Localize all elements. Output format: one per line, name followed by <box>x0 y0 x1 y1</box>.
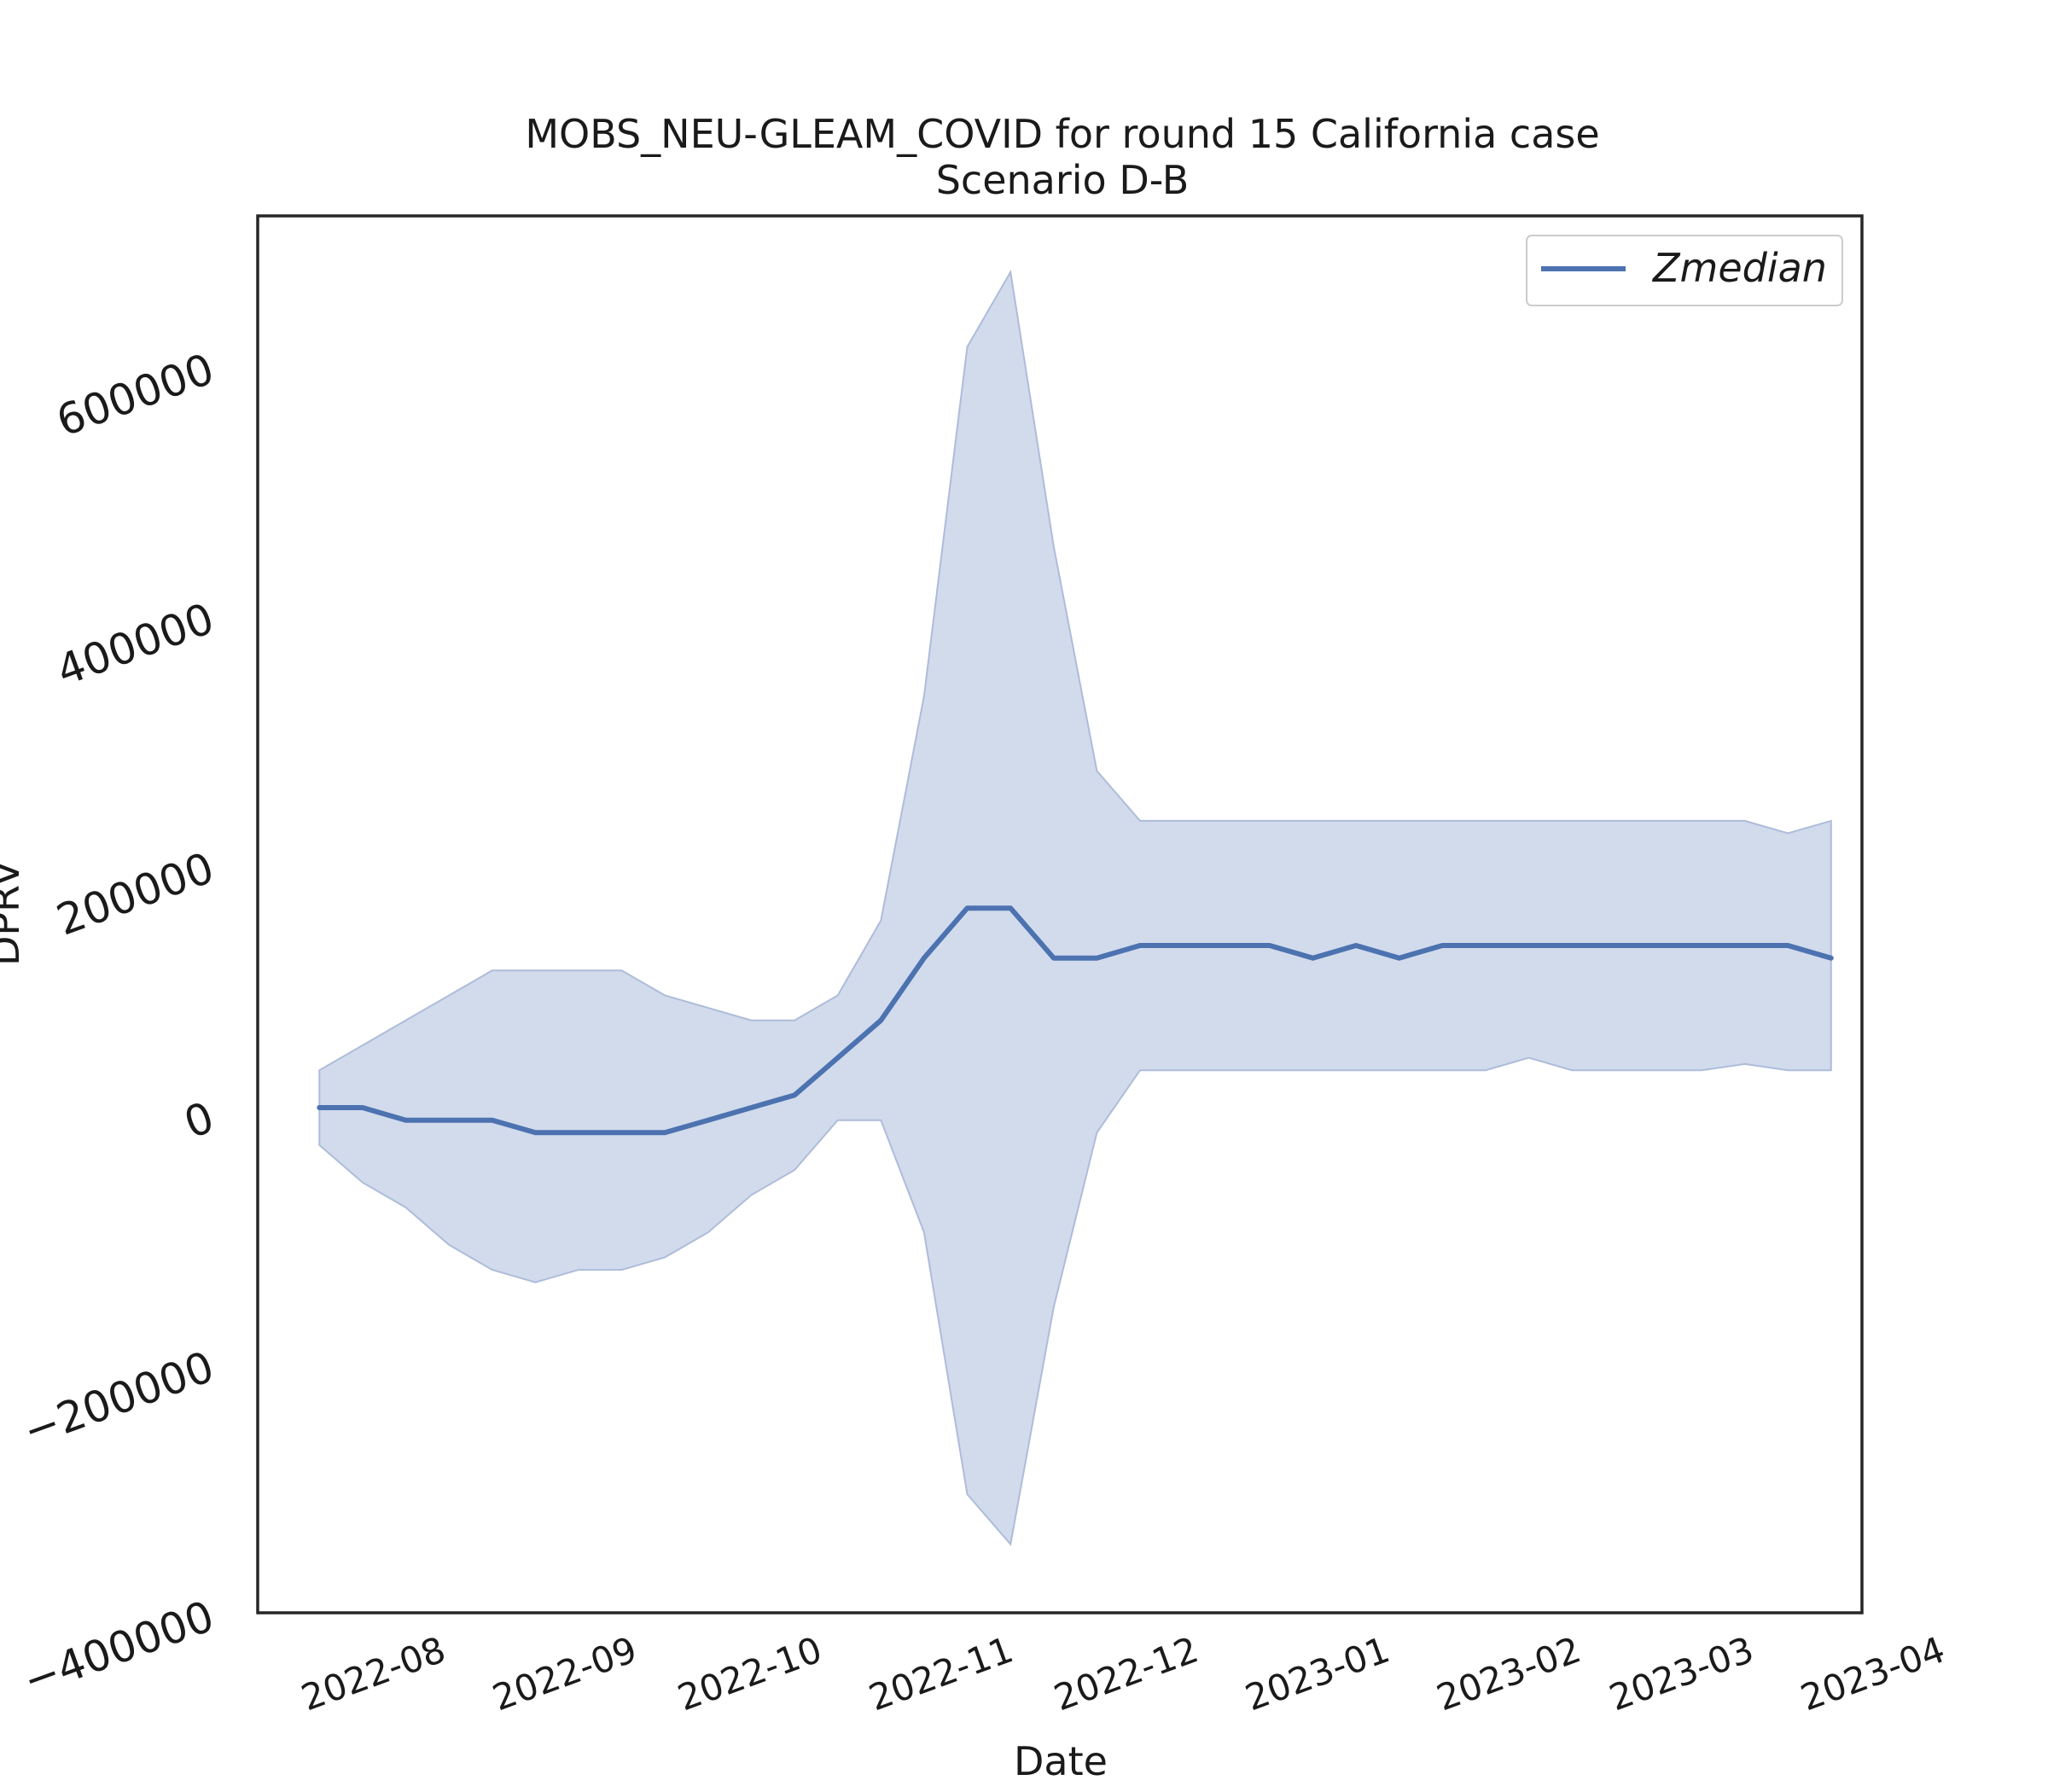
data-point-zmedian <box>1397 956 1402 961</box>
y-tick-label: 200000 <box>50 843 220 945</box>
data-point-zmedian <box>490 1118 495 1123</box>
legend: Zmedian <box>1526 235 1843 306</box>
data-point-zmedian <box>532 1130 538 1135</box>
y-tick-label: −200000 <box>17 1341 221 1456</box>
data-point-zmedian <box>1829 956 1834 961</box>
data-point-zmedian <box>1743 943 1748 948</box>
plot-area <box>317 269 1834 1546</box>
data-point-zmedian <box>1527 943 1532 948</box>
plot-frame <box>256 214 1864 1615</box>
data-point-zmedian <box>1699 943 1704 948</box>
y-tick-label: 0 <box>177 1092 220 1148</box>
data-point-zmedian <box>922 956 927 961</box>
uncertainty-band <box>318 269 1832 1546</box>
data-point-zmedian <box>1785 943 1790 948</box>
data-point-zmedian <box>662 1130 667 1135</box>
data-point-zmedian <box>1655 943 1661 948</box>
x-tick-label: 2023-03 <box>1604 1628 1760 1719</box>
y-ticks: −400000 −200000 0 200000 400000 600000 <box>17 344 221 1706</box>
data-point-zmedian <box>706 1118 711 1123</box>
x-tick-label: 2023-04 <box>1795 1628 1951 1719</box>
data-point-zmedian <box>1224 943 1229 948</box>
series-line-zmedian <box>317 905 1834 1136</box>
y-tick-label: 600000 <box>50 344 220 446</box>
x-tick-label: 2023-01 <box>1240 1628 1395 1719</box>
data-point-zmedian <box>620 1130 625 1135</box>
data-point-zmedian <box>1008 905 1013 911</box>
chart-subtitle: Scenario D-B <box>936 157 1190 203</box>
data-point-zmedian <box>576 1130 581 1135</box>
data-point-zmedian <box>792 1092 797 1097</box>
data-point-zmedian <box>1267 943 1272 948</box>
legend-box <box>1526 235 1843 306</box>
x-tick-label: 2022-12 <box>1049 1628 1204 1719</box>
x-tick-label: 2022-10 <box>672 1628 828 1719</box>
data-point-zmedian <box>1569 943 1574 948</box>
data-point-zmedian <box>1310 956 1315 961</box>
x-ticks: 2022-08 2022-09 2022-10 2022-11 2022-12 2023-… <box>296 1628 1951 1719</box>
data-point-zmedian <box>878 1018 883 1023</box>
data-point-zmedian <box>1613 943 1618 948</box>
y-tick-label: 400000 <box>50 593 220 695</box>
x-axis-label: Date <box>1014 1738 1108 1784</box>
legend-label-zmedian: Zmedian <box>1651 245 1827 291</box>
data-point-zmedian <box>835 1056 841 1061</box>
data-point-zmedian <box>1137 943 1143 948</box>
data-point-zmedian <box>965 905 970 911</box>
y-tick-label: −400000 <box>17 1591 221 1706</box>
data-point-zmedian <box>446 1118 451 1123</box>
x-tick-label: 2022-09 <box>487 1628 643 1719</box>
data-point-zmedian <box>1094 956 1099 961</box>
chart-title: MOBS_NEU-GLEAM_COVID for round 15 Califo… <box>525 111 1599 157</box>
data-point-zmedian <box>1440 943 1445 948</box>
x-tick-label: 2022-11 <box>864 1628 1019 1719</box>
data-point-zmedian <box>1181 943 1186 948</box>
data-point-zmedian <box>404 1118 409 1123</box>
data-point-zmedian <box>1353 943 1359 948</box>
data-point-zmedian <box>317 1105 322 1110</box>
x-tick-label: 2023-02 <box>1431 1628 1586 1719</box>
data-point-zmedian <box>1051 956 1056 961</box>
data-point-zmedian <box>360 1105 365 1110</box>
x-tick-label: 2022-08 <box>296 1628 451 1719</box>
y-axis-label: DPRV <box>0 859 28 966</box>
data-point-zmedian <box>1483 943 1488 948</box>
data-point-zmedian <box>748 1105 753 1110</box>
